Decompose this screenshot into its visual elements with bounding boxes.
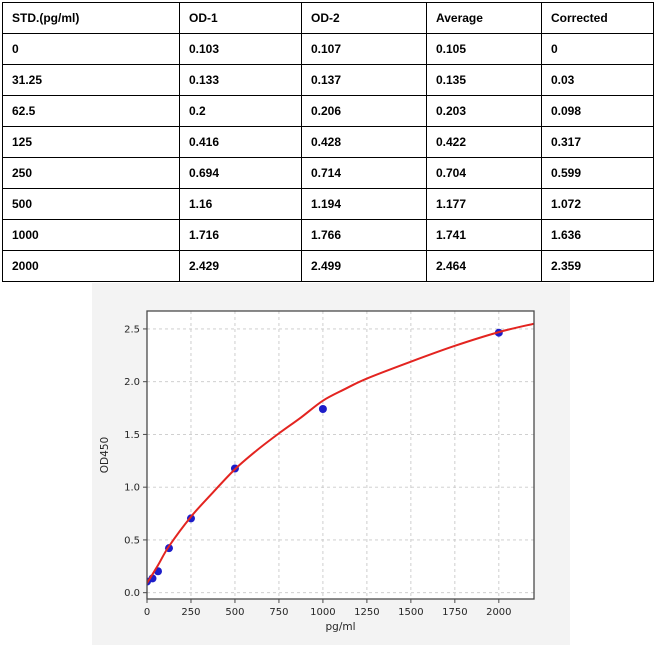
- table-row: 250 0.694 0.714 0.704 0.599: [2, 157, 654, 189]
- column-header: Corrected: [541, 2, 654, 34]
- y-tick-label: 2.0: [124, 377, 140, 388]
- y-axis-label: OD450: [99, 437, 111, 473]
- table-cell: 0.103: [179, 33, 302, 65]
- table-cell: 0.203: [426, 95, 542, 127]
- table-cell: 0.428: [301, 126, 427, 158]
- plot-area: [147, 311, 534, 599]
- standard-curve-figure: 0 250 500 750 1000 1250 1500 1750 2000 0.0 0.5 1.0 1…: [92, 283, 570, 645]
- table-row: 2000 2.429 2.499 2.464 2.359: [2, 250, 654, 282]
- table-cell: 0.317: [541, 126, 654, 158]
- x-tick-label: 0: [144, 607, 150, 618]
- data-point: [318, 405, 327, 414]
- table-cell: 2.429: [179, 250, 302, 282]
- table-cell: 2.464: [426, 250, 542, 282]
- table-cell: 0.03: [541, 64, 654, 96]
- table-header-row: STD.(pg/ml) OD-1 OD-2 Average Corrected: [2, 2, 654, 34]
- table-body: 0 0.103 0.107 0.105 0 31.25 0.133 0.137 0.135 0.0…: [2, 33, 654, 282]
- x-tick-label: 250: [181, 607, 200, 618]
- table-cell: 0.107: [301, 33, 427, 65]
- table-cell: 31.25: [2, 64, 180, 96]
- x-axis-label: pg/ml: [325, 621, 355, 633]
- table-cell: 0.105: [426, 33, 542, 65]
- table-cell: 125: [2, 126, 180, 158]
- table-cell: 1.16: [179, 188, 302, 220]
- table-cell: 1000: [2, 219, 180, 251]
- table-cell: 500: [2, 188, 180, 220]
- x-tick-label: 1250: [354, 607, 379, 618]
- table-cell: 0.133: [179, 64, 302, 96]
- table-cell: 0.2: [179, 95, 302, 127]
- column-header: STD.(pg/ml): [2, 2, 180, 34]
- column-header: OD-2: [301, 2, 427, 34]
- table-cell: 1.636: [541, 219, 654, 251]
- y-tick-label: 0.5: [124, 535, 140, 546]
- table-cell: 2.359: [541, 250, 654, 282]
- table-cell: 1.072: [541, 188, 654, 220]
- x-tick-label: 1750: [442, 607, 467, 618]
- x-tick-label: 750: [269, 607, 288, 618]
- table-cell: 0.694: [179, 157, 302, 189]
- table-cell: 1.177: [426, 188, 542, 220]
- table-cell: 2.499: [301, 250, 427, 282]
- y-tick-label: 2.5: [124, 324, 140, 335]
- table-row: 62.5 0.2 0.206 0.203 0.098: [2, 95, 654, 127]
- standards-table: STD.(pg/ml) OD-1 OD-2 Average Corrected 0 0.1…: [2, 2, 654, 282]
- table-cell: 1.716: [179, 219, 302, 251]
- table-row: 1000 1.716 1.766 1.741 1.636: [2, 219, 654, 251]
- column-header: OD-1: [179, 2, 302, 34]
- table-row: 31.25 0.133 0.137 0.135 0.03: [2, 64, 654, 96]
- table-cell: 0: [541, 33, 654, 65]
- axes-border: [146, 310, 535, 600]
- table-cell: 0.206: [301, 95, 427, 127]
- x-tick-label: 1000: [310, 607, 335, 618]
- y-tick-label: 0.0: [124, 588, 140, 599]
- y-tick-label: 1.5: [124, 430, 140, 441]
- table-cell: 0.098: [541, 95, 654, 127]
- table-cell: 2000: [2, 250, 180, 282]
- y-tick-label: 1.0: [124, 483, 140, 494]
- table-cell: 0.704: [426, 157, 542, 189]
- table-cell: 0.416: [179, 126, 302, 158]
- column-header: Average: [426, 2, 542, 34]
- table-cell: 62.5: [2, 95, 180, 127]
- table-cell: 0.422: [426, 126, 542, 158]
- table-cell: 0.135: [426, 64, 542, 96]
- x-tick-label: 2000: [486, 607, 511, 618]
- table-row: 0 0.103 0.107 0.105 0: [2, 33, 654, 65]
- table-cell: 1.741: [426, 219, 542, 251]
- table-cell: 250: [2, 157, 180, 189]
- table-row: 500 1.16 1.194 1.177 1.072: [2, 188, 654, 220]
- standard-curve-chart: 0 250 500 750 1000 1250 1500 1750 2000 0.0 0.5 1.0 1…: [99, 310, 535, 633]
- x-tick-label: 500: [225, 607, 244, 618]
- table-cell: 0.137: [301, 64, 427, 96]
- table-cell: 0: [2, 33, 180, 65]
- table-cell: 0.599: [541, 157, 654, 189]
- table-cell: 1.194: [301, 188, 427, 220]
- fit-curve: [147, 322, 534, 585]
- table-row: 125 0.416 0.428 0.422 0.317: [2, 126, 654, 158]
- table-cell: 0.714: [301, 157, 427, 189]
- table-cell: 1.766: [301, 219, 427, 251]
- x-tick-label: 1500: [398, 607, 423, 618]
